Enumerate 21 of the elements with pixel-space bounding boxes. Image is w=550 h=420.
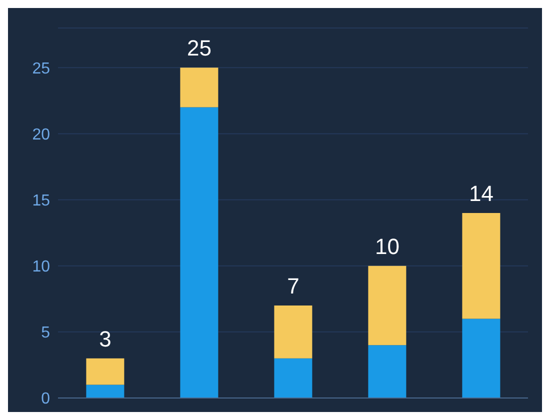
y-tick-label: 15	[32, 192, 50, 210]
bar	[180, 107, 218, 398]
bar	[86, 384, 124, 398]
total-label: 7	[287, 274, 300, 298]
total-label: 10	[374, 234, 400, 259]
total-label: 25	[186, 36, 212, 61]
bar	[462, 213, 500, 319]
bar	[368, 345, 406, 398]
y-tick-label: 5	[41, 324, 50, 342]
y-tick-label: 10	[32, 258, 50, 276]
y-tick-label: 0	[41, 390, 50, 408]
bar	[274, 358, 312, 398]
bar	[462, 318, 500, 398]
total-label: 3	[99, 326, 112, 352]
bar	[180, 68, 218, 108]
y-tick-label: 20	[32, 126, 50, 144]
bar	[86, 358, 124, 385]
total-label: 14	[468, 181, 494, 206]
bar	[368, 266, 406, 346]
bar	[274, 306, 312, 358]
y-tick-label: 25	[32, 60, 50, 78]
